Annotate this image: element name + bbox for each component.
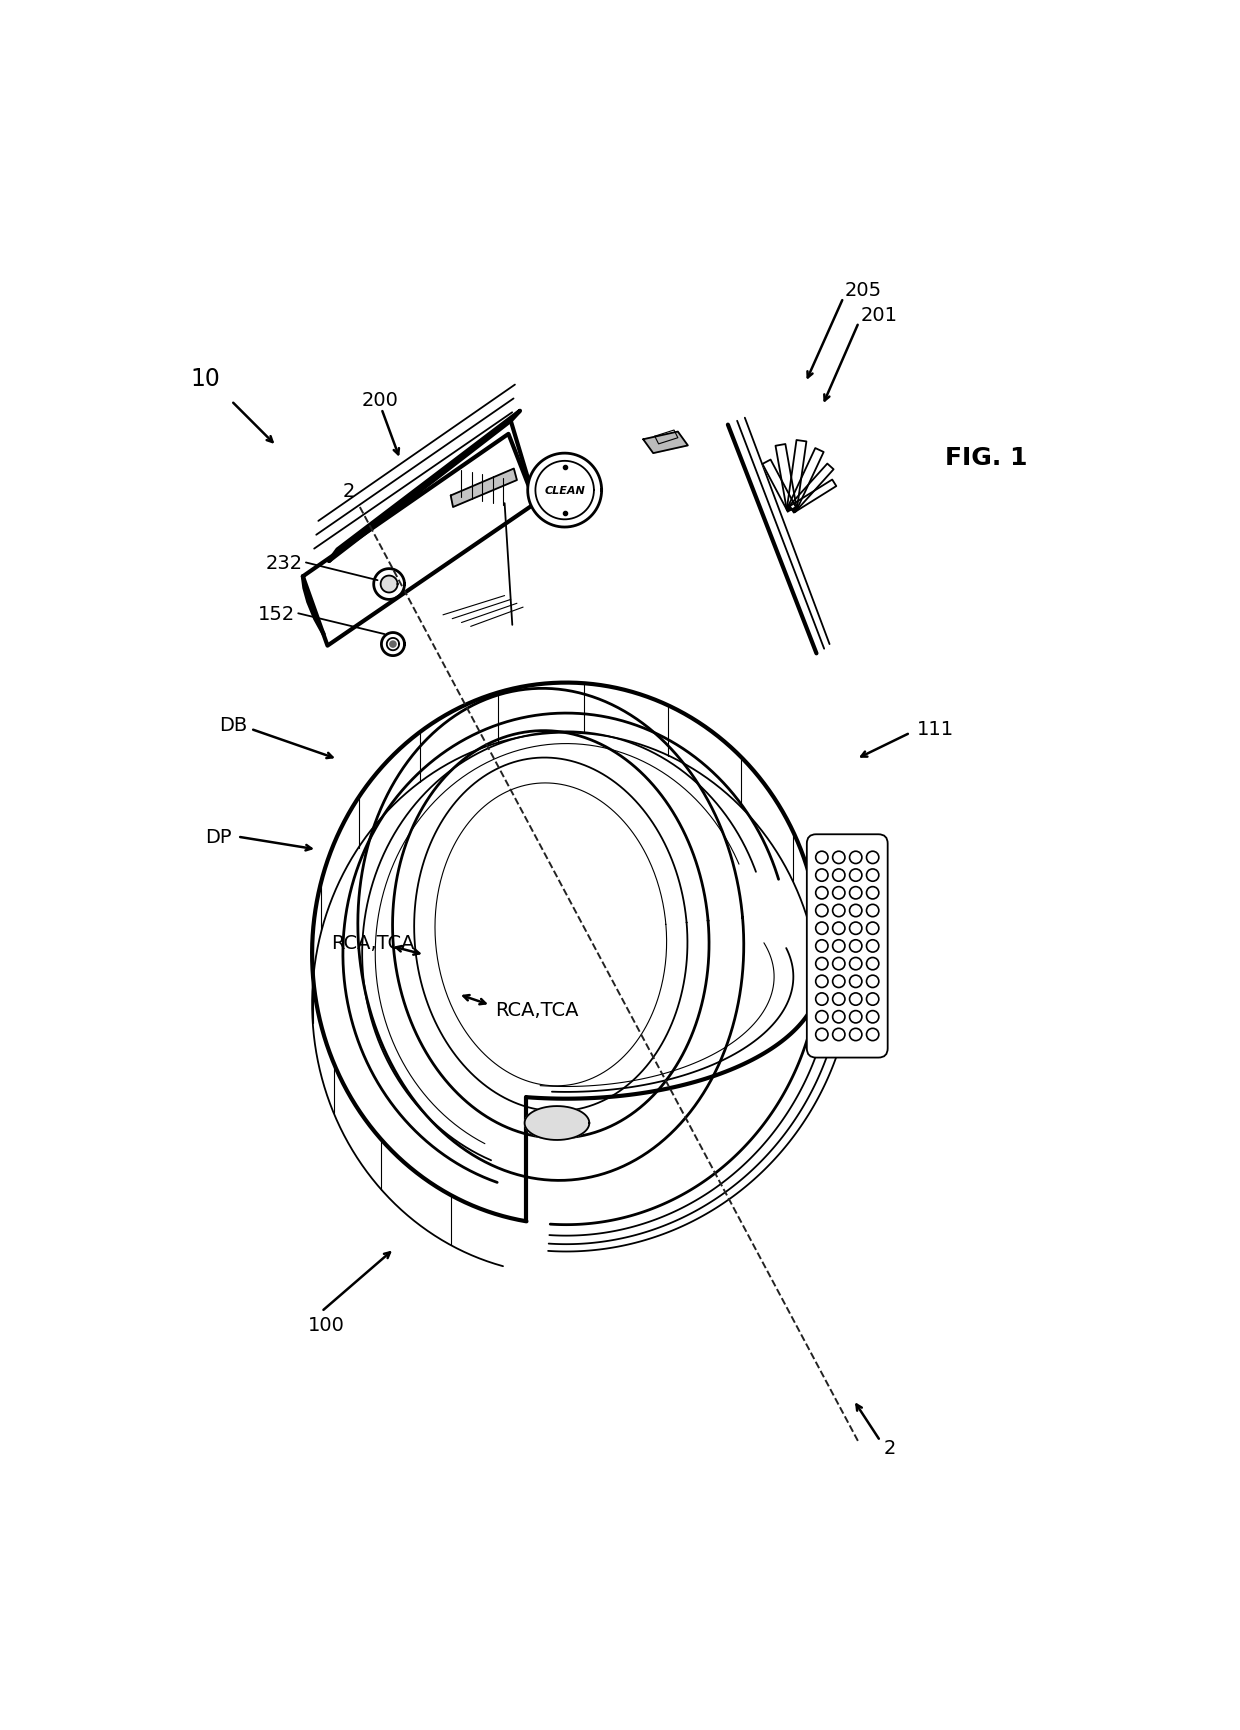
Text: 200: 200	[361, 391, 398, 410]
Circle shape	[816, 870, 828, 882]
Circle shape	[816, 1029, 828, 1041]
Circle shape	[849, 905, 862, 917]
Circle shape	[832, 1010, 844, 1024]
Circle shape	[832, 851, 844, 863]
Circle shape	[849, 887, 862, 900]
Polygon shape	[790, 481, 836, 514]
Text: 2: 2	[343, 481, 355, 500]
Circle shape	[832, 993, 844, 1005]
Circle shape	[867, 993, 879, 1005]
Circle shape	[849, 851, 862, 863]
Circle shape	[816, 993, 828, 1005]
Polygon shape	[525, 1107, 589, 1140]
Circle shape	[849, 922, 862, 934]
Circle shape	[849, 993, 862, 1005]
Circle shape	[816, 958, 828, 971]
Text: DP: DP	[205, 827, 232, 846]
Circle shape	[849, 870, 862, 882]
Circle shape	[832, 922, 844, 934]
Circle shape	[867, 1010, 879, 1024]
Text: DB: DB	[218, 714, 247, 734]
Circle shape	[849, 939, 862, 953]
Text: 232: 232	[265, 554, 303, 573]
Circle shape	[832, 976, 844, 988]
Circle shape	[816, 1010, 828, 1024]
Polygon shape	[389, 642, 396, 647]
Polygon shape	[381, 576, 398, 593]
Text: 10: 10	[191, 367, 221, 391]
Text: 2: 2	[883, 1439, 895, 1458]
Text: RCA,TCA: RCA,TCA	[495, 1000, 579, 1019]
Polygon shape	[450, 469, 517, 507]
Circle shape	[832, 958, 844, 971]
Circle shape	[832, 1029, 844, 1041]
Text: 205: 205	[844, 282, 882, 301]
Circle shape	[816, 922, 828, 934]
Circle shape	[816, 976, 828, 988]
Circle shape	[867, 870, 879, 882]
Circle shape	[867, 958, 879, 971]
Circle shape	[867, 922, 879, 934]
Text: 100: 100	[309, 1315, 345, 1334]
Text: 111: 111	[916, 720, 954, 739]
Text: CLEAN: CLEAN	[544, 486, 585, 497]
Circle shape	[849, 976, 862, 988]
Text: 152: 152	[258, 604, 295, 623]
Circle shape	[849, 1010, 862, 1024]
Circle shape	[867, 976, 879, 988]
Polygon shape	[775, 445, 797, 510]
Polygon shape	[528, 453, 601, 528]
Circle shape	[867, 905, 879, 917]
Polygon shape	[787, 448, 823, 512]
Circle shape	[867, 939, 879, 953]
Polygon shape	[787, 441, 806, 510]
Circle shape	[816, 887, 828, 900]
Polygon shape	[644, 432, 688, 453]
Circle shape	[832, 870, 844, 882]
Circle shape	[832, 905, 844, 917]
Polygon shape	[763, 460, 796, 512]
Circle shape	[867, 887, 879, 900]
FancyBboxPatch shape	[807, 836, 888, 1059]
Circle shape	[849, 1029, 862, 1041]
Circle shape	[867, 1029, 879, 1041]
Circle shape	[816, 939, 828, 953]
Circle shape	[816, 905, 828, 917]
Circle shape	[849, 958, 862, 971]
Text: 201: 201	[861, 306, 898, 325]
Circle shape	[816, 851, 828, 863]
Circle shape	[867, 851, 879, 863]
Text: FIG. 1: FIG. 1	[945, 446, 1027, 471]
Circle shape	[832, 887, 844, 900]
Circle shape	[832, 939, 844, 953]
Text: RCA,TCA: RCA,TCA	[331, 932, 415, 952]
Polygon shape	[789, 464, 833, 512]
